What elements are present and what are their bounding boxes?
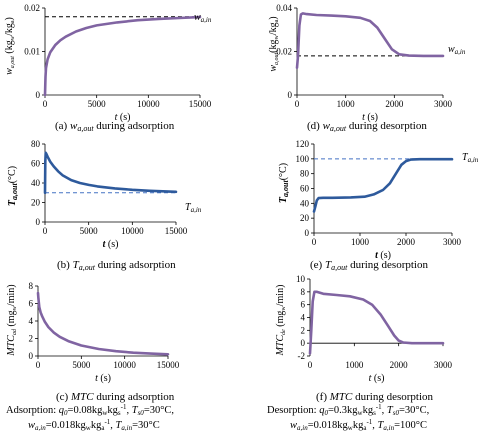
- svg-text:wa,out(kgw/kga): wa,out(kgw/kga): [268, 16, 280, 71]
- x-axis-label: t (s): [103, 239, 119, 250]
- x-axis-label: t (s): [115, 112, 131, 123]
- y-tick-label: -2: [298, 351, 306, 361]
- panel-d: 0 0.02 0.04 0 1000 2000 3000 t (s): [276, 3, 452, 123]
- x-tick-label: 2000: [397, 237, 416, 247]
- note-adsorption-line2: wa,in=0.018kgwkga-1, Ta,in=30°C: [28, 418, 160, 432]
- svg-text:Ta,out(°C): Ta,out(°C): [7, 166, 19, 206]
- x-tick-label: 3000: [434, 99, 453, 109]
- caption-f: (f) MTC during desorption: [316, 391, 434, 403]
- x-tick-label: 5000: [72, 360, 91, 370]
- y-tick-label: 8: [301, 287, 306, 297]
- x-tick-label: 0: [43, 226, 48, 236]
- note-desorption-line1: Desorption: q0=0.3kgwkgs-1, Ts0=30°C,: [267, 403, 429, 417]
- panel-a: 0 0.01 0.02 0 5000 10000 15000 t (s): [24, 3, 212, 123]
- x-tick-label: 15000: [157, 360, 180, 370]
- x-tick-label: 0: [312, 237, 317, 247]
- y-tick-label: 80: [31, 139, 41, 149]
- y-tick-label: 80: [300, 169, 310, 179]
- y-tick-label: 2: [29, 334, 34, 344]
- ref-label-a: wa,in: [194, 12, 212, 24]
- x-tick-label: 3000: [443, 237, 462, 247]
- note-desorption-line2: wa,in=0.018kgwkga-1, Ta,in=100°C: [290, 418, 427, 432]
- x-tick-label: 10000: [137, 99, 160, 109]
- ylabel-d: wa,out(kgw/kga): [268, 16, 280, 71]
- y-tick-label: 4: [301, 313, 306, 323]
- x-tick-label: 0: [43, 99, 48, 109]
- y-tick-label: 60: [31, 159, 41, 169]
- y-tick-label: 0.02: [276, 47, 292, 57]
- y-tick-label: 0.01: [24, 47, 40, 57]
- y-tick-label: 0: [36, 90, 41, 100]
- series-line: [43, 151, 178, 195]
- panel-b: 0 20 40 60 80 0 5000 10000 15000 t (s): [31, 139, 188, 250]
- y-tick-label: 20: [31, 198, 41, 208]
- x-axis-label: t (s): [362, 112, 378, 123]
- series-line: [312, 157, 454, 213]
- y-tick-label: 8: [29, 281, 34, 291]
- svg-text:wa,out (kgw/kga): wa,out (kgw/kga): [4, 17, 16, 75]
- y-tick-label: 120: [296, 139, 310, 149]
- svg-text:Ta,out(°C): Ta,out(°C): [278, 163, 290, 203]
- series-line: [43, 15, 202, 97]
- ref-label-b: Ta,in: [185, 202, 202, 214]
- y-tick-label: 4: [29, 316, 34, 326]
- x-axis-label: t (s): [375, 250, 391, 261]
- series-line: [36, 291, 170, 356]
- y-tick-label: 60: [300, 184, 310, 194]
- x-tick-label: 0: [295, 99, 300, 109]
- x-tick-label: 10000: [121, 226, 144, 236]
- x-tick-label: 1000: [337, 99, 356, 109]
- x-axis-label: t (s): [95, 373, 111, 384]
- x-tick-label: 2000: [385, 99, 404, 109]
- note-adsorption-line1: Adsorption: q0=0.08kgwkgs-1, Ts0=30°C,: [6, 403, 174, 417]
- y-tick-label: 6: [301, 300, 306, 310]
- x-axis-label: t (s): [369, 373, 385, 384]
- y-tick-label: 40: [300, 198, 310, 208]
- x-tick-label: 1000: [351, 237, 370, 247]
- ref-label-e: Ta,in: [462, 152, 479, 164]
- y-tick-label: 2: [301, 325, 306, 335]
- y-tick-label: 20: [300, 213, 310, 223]
- x-tick-label: 2000: [390, 360, 409, 370]
- caption-e: (e) Ta,out during desorption: [310, 259, 428, 272]
- y-tick-label: 0.04: [276, 3, 292, 13]
- y-tick-label: 40: [31, 178, 41, 188]
- x-tick-label: 5000: [80, 226, 99, 236]
- x-tick-label: 0: [308, 360, 313, 370]
- caption-b: (b) Ta,out during adsorption: [57, 259, 176, 272]
- series-line: [295, 12, 445, 70]
- svg-text:MTCad (mgw/min): MTCad (mgw/min): [6, 284, 18, 356]
- panel-c: 0 2 4 6 8 0 5000 10000 15000 t (s): [29, 281, 180, 384]
- y-tick-label: 6: [29, 299, 34, 309]
- caption-c: (c) MTC during adsorption: [56, 391, 175, 403]
- panel-e: 0 20 40 60 80 100 120 0 1000 2000 3000 t (s): [296, 139, 462, 261]
- y-tick-label: 0.02: [24, 3, 40, 13]
- x-tick-label: 10000: [113, 360, 136, 370]
- y-tick-label: 0: [305, 228, 310, 238]
- y-tick-label: 10: [296, 274, 306, 284]
- y-tick-label: 0: [36, 217, 41, 227]
- x-tick-label: 3000: [434, 360, 453, 370]
- ylabel-b: Ta,out(°C): [7, 166, 19, 206]
- series-line: [308, 290, 445, 355]
- svg-text:MTCde (mgw/min): MTCde (mgw/min): [275, 285, 287, 357]
- y-tick-label: 0: [301, 338, 306, 348]
- caption-d: (d) wa,out during desorption: [307, 120, 427, 133]
- x-tick-label: 5000: [88, 99, 107, 109]
- x-tick-label: 15000: [165, 226, 188, 236]
- y-tick-label: 0: [288, 90, 293, 100]
- ref-label-d: wa,in: [448, 44, 466, 56]
- ylabel-c: MTCad (mgw/min): [6, 284, 18, 356]
- y-tick-label: 100: [296, 154, 310, 164]
- ylabel-a: wa,out (kgw/kga): [4, 17, 16, 75]
- x-tick-label: 0: [36, 360, 41, 370]
- x-tick-label: 1000: [345, 360, 364, 370]
- ylabel-f: MTCde (mgw/min): [275, 285, 287, 357]
- ylabel-e: Ta,out(°C): [278, 163, 290, 203]
- caption-a: (a) wa,out during adsorption: [55, 120, 175, 133]
- y-tick-label: 0: [29, 351, 34, 361]
- x-tick-label: 15000: [189, 99, 212, 109]
